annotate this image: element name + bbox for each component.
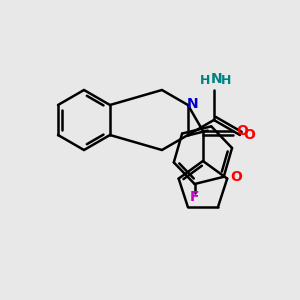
Text: F: F — [190, 190, 200, 204]
Text: N: N — [211, 72, 222, 86]
Text: O: O — [244, 128, 255, 142]
Text: O: O — [230, 170, 242, 184]
Text: H: H — [200, 74, 211, 87]
Text: O: O — [237, 124, 248, 138]
Text: H: H — [221, 74, 232, 87]
Text: N: N — [187, 97, 198, 110]
